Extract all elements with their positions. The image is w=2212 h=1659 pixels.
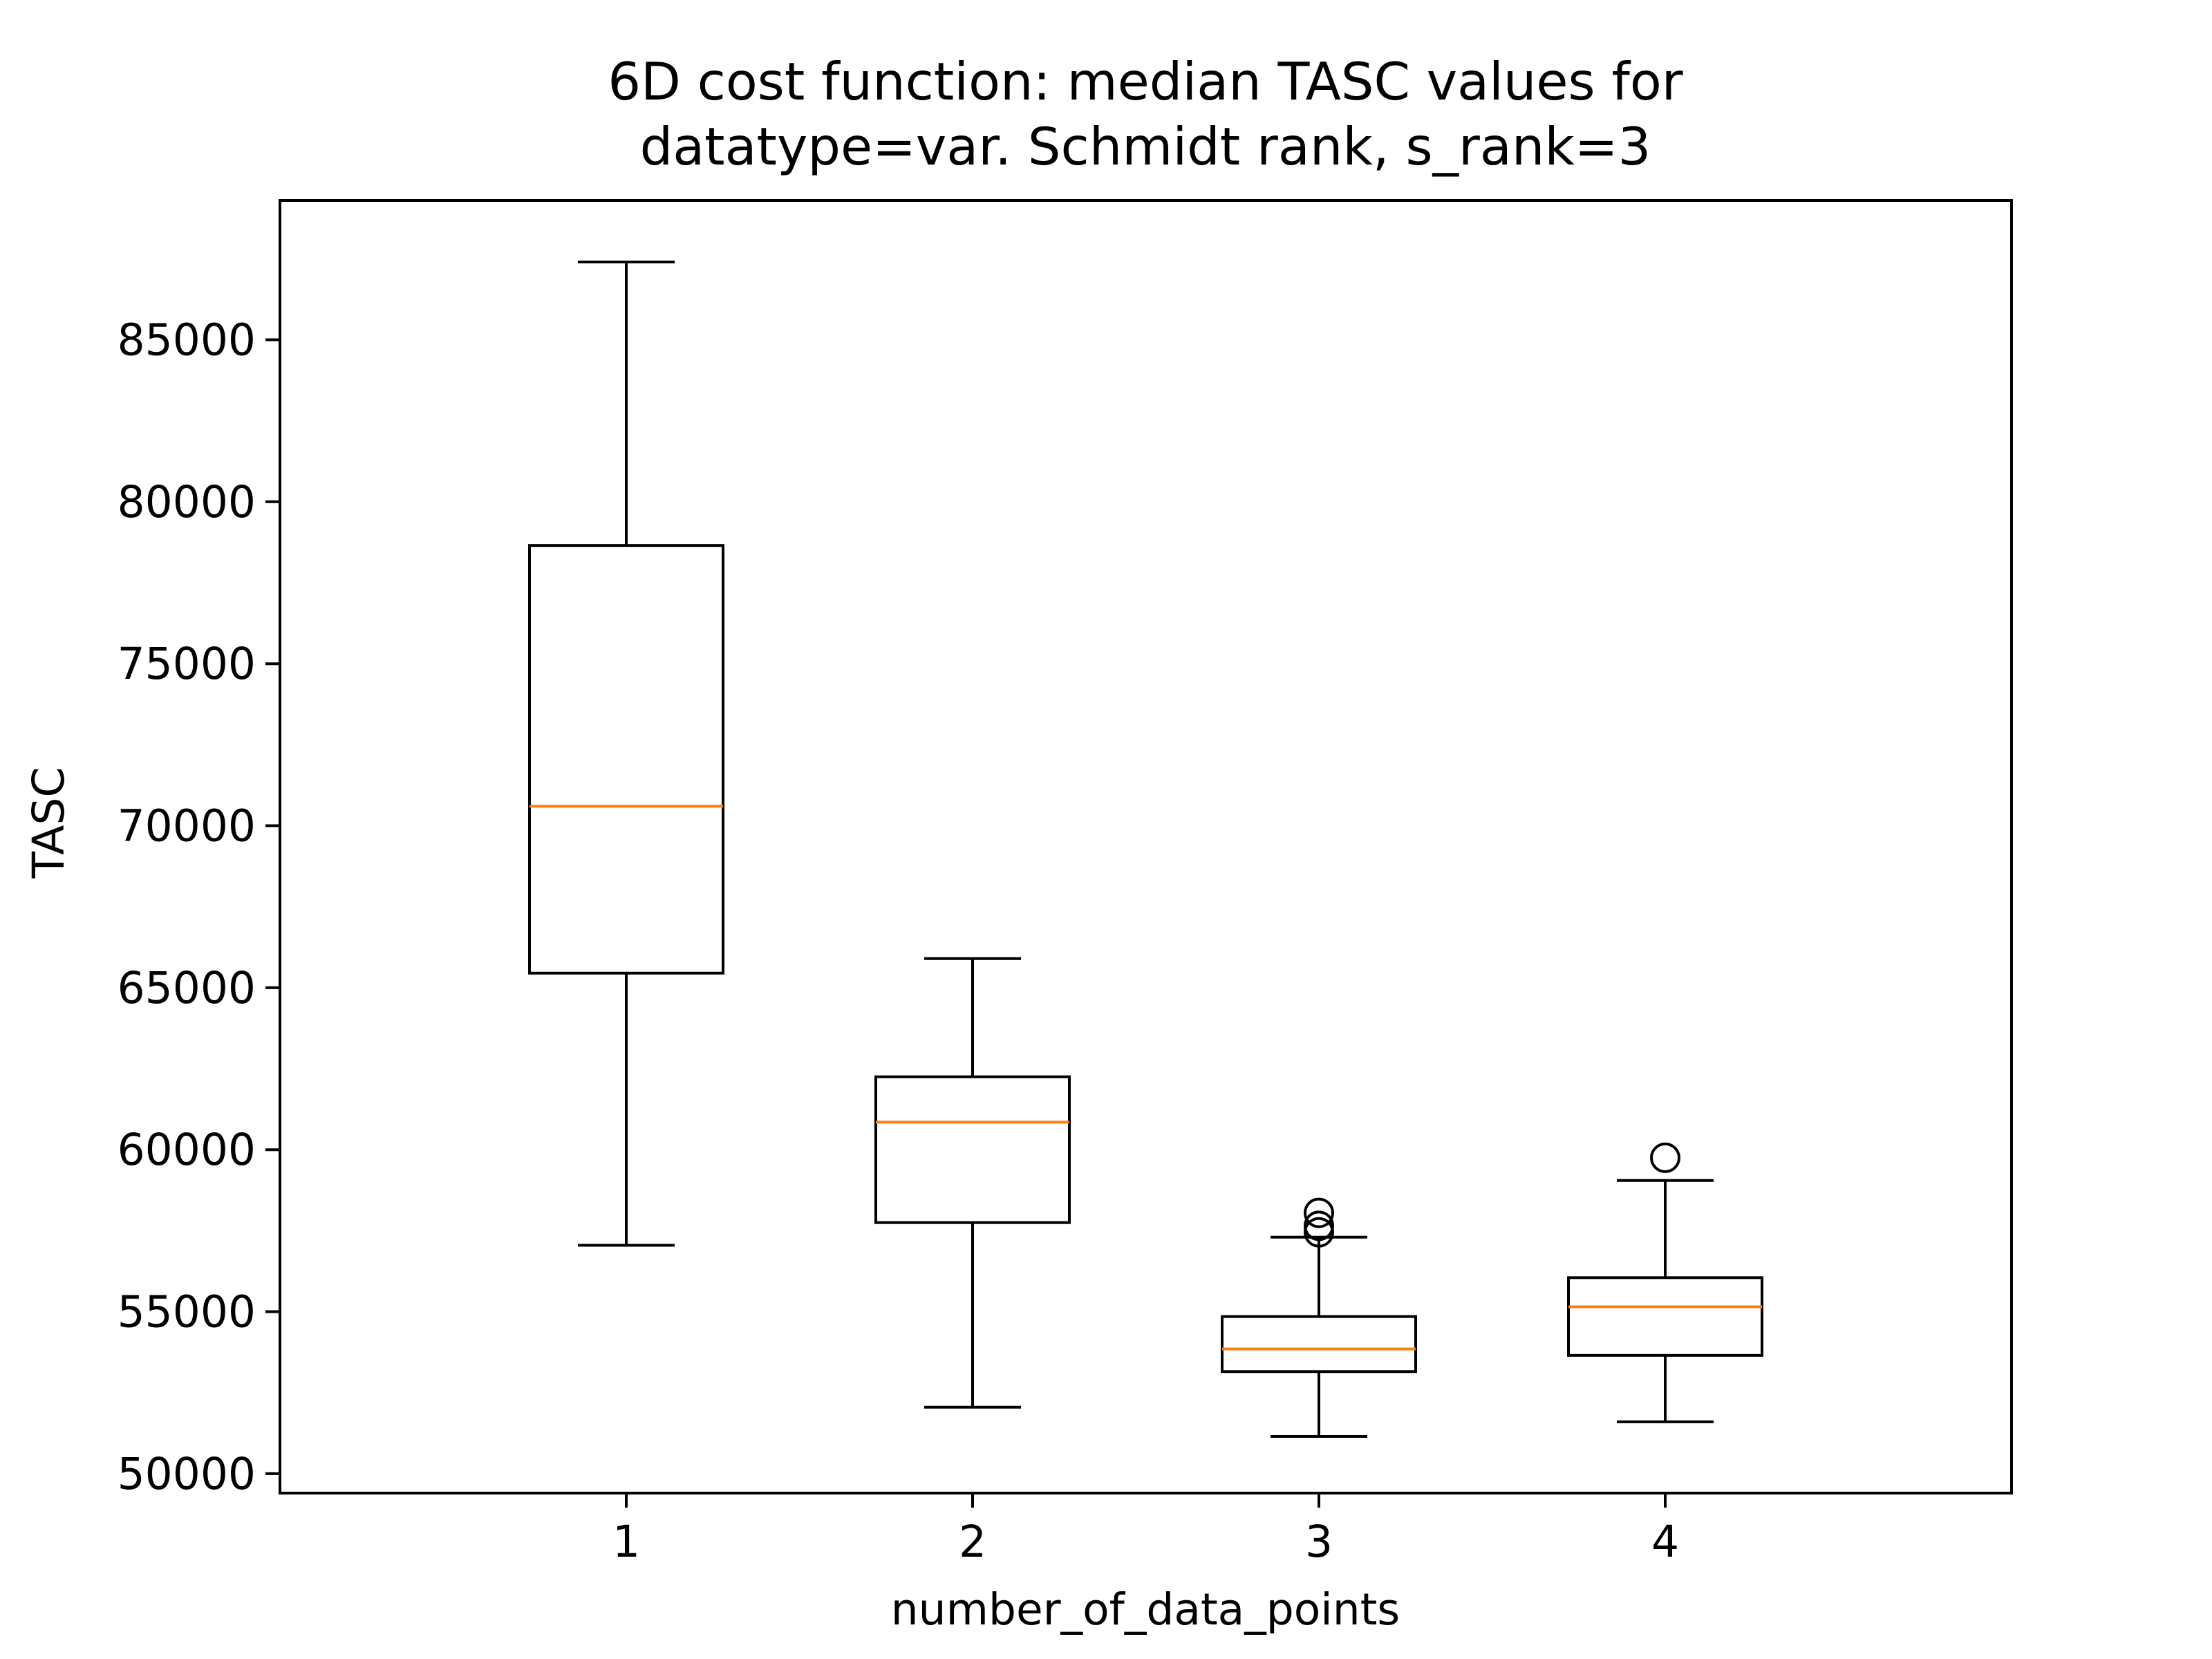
- plot-area: [528, 261, 1763, 1438]
- outlier-point: [1304, 1210, 1334, 1241]
- y-tick-label: 80000: [118, 477, 256, 527]
- y-tick-label: 85000: [118, 315, 256, 366]
- chart-title-line-2: datatype=var. Schmidt rank, s_rank=3: [640, 116, 1651, 177]
- outlier-point: [1304, 1197, 1334, 1228]
- x-tick-label: 3: [1305, 1517, 1333, 1567]
- x-axis: 1 2 3 4: [612, 1493, 1679, 1567]
- chart-title: 6D cost function: median TASC values for…: [608, 51, 1683, 177]
- y-tick-label: 65000: [118, 963, 256, 1013]
- y-tick-label: 70000: [118, 801, 256, 852]
- box-iqr: [1221, 1315, 1417, 1374]
- box-group-4: [1567, 1142, 1763, 1423]
- box-iqr: [874, 1075, 1071, 1224]
- outlier-point: [1650, 1142, 1680, 1173]
- y-tick-label: 50000: [118, 1449, 256, 1499]
- box-iqr: [528, 544, 724, 975]
- x-tick-label: 2: [959, 1517, 986, 1567]
- plot-frame: [279, 199, 2013, 1494]
- x-axis-label: number_of_data_points: [891, 1584, 1400, 1635]
- y-axis-label: TASC: [24, 767, 74, 879]
- y-tick-label: 75000: [118, 639, 256, 689]
- x-tick-label: 4: [1651, 1517, 1679, 1567]
- y-axis: 50000 55000 60000 65000 70000 75000 80000 85000: [118, 315, 280, 1499]
- y-tick-label: 60000: [118, 1125, 256, 1175]
- y-tick-label: 55000: [118, 1287, 256, 1338]
- outlier-point: [1304, 1217, 1334, 1248]
- box-iqr: [1567, 1276, 1763, 1357]
- box-group-1: [528, 261, 724, 1247]
- chart-title-line-1: 6D cost function: median TASC values for: [608, 51, 1683, 112]
- x-tick-label: 1: [612, 1517, 640, 1567]
- box-group-2: [874, 957, 1071, 1409]
- box-group-3: [1221, 1197, 1417, 1438]
